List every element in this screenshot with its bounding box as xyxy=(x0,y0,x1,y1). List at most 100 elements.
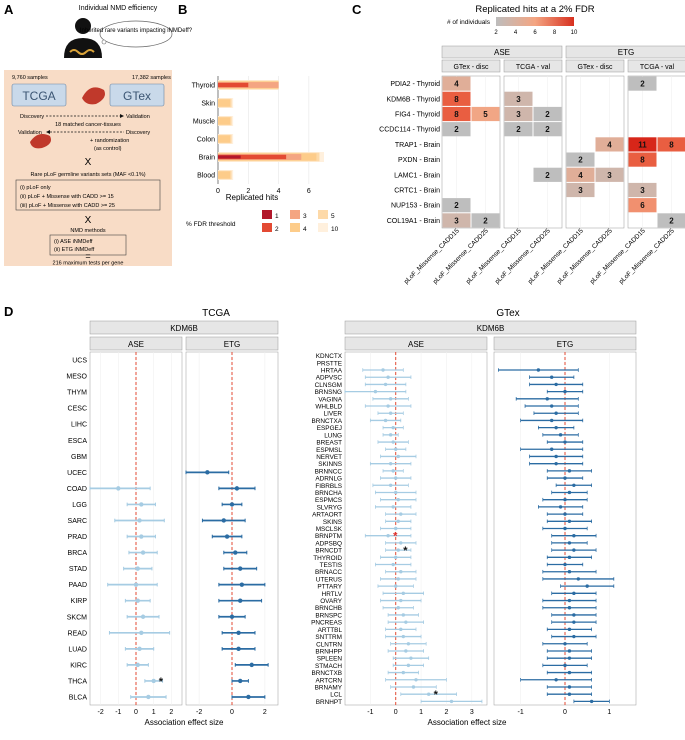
point-estimate xyxy=(133,582,139,587)
point-estimate xyxy=(394,447,398,451)
point-estimate xyxy=(567,598,572,603)
point-estimate xyxy=(567,519,572,523)
tcga-box xyxy=(11,83,67,107)
facet-panel xyxy=(565,75,625,229)
y-tick-label: STMACH xyxy=(315,663,342,670)
y-tick-label: ESPMCS xyxy=(315,497,342,504)
y-tick-label: PNCREAS xyxy=(311,620,342,627)
nmd-methods-box xyxy=(49,234,127,256)
y-tick-label: SLVRYG xyxy=(317,504,342,511)
gtex-box xyxy=(109,83,165,107)
point-estimate xyxy=(394,476,398,480)
legend-swatch xyxy=(290,210,300,219)
y-tick-label: FIBRBLS xyxy=(315,483,342,490)
point-estimate xyxy=(386,375,390,379)
x-tick-label: pLoF_Missense_CADD25 xyxy=(432,227,490,285)
y-tick-label: BRNCHA xyxy=(315,490,343,497)
panel-label-c: C xyxy=(352,2,362,17)
y-tick-label: KIRC xyxy=(70,662,87,669)
y-tick-label: Skin xyxy=(201,101,215,108)
legend-label: 4 xyxy=(303,226,307,233)
x-tick-label: 0 xyxy=(230,709,234,716)
heatmap-cell xyxy=(504,106,533,122)
legend-label: 2 xyxy=(275,226,279,233)
y-tick-label: SNTTRM xyxy=(315,634,342,641)
point-estimate xyxy=(224,534,230,539)
gene-header: KDM6B xyxy=(170,324,198,333)
point-estimate xyxy=(563,562,567,567)
column-header: GTex - disc xyxy=(577,64,613,71)
legend-swatch xyxy=(262,210,272,219)
y-tick-label: KDNCTX xyxy=(316,353,343,360)
color-legend-tick: 6 xyxy=(533,30,537,36)
point-estimate xyxy=(401,613,406,617)
point-estimate xyxy=(554,461,558,466)
panel-a-question: Inherited rare variants impacting iNMDef… xyxy=(80,28,193,34)
heatmap-cell xyxy=(628,182,657,198)
set-i: (i) pLoF only xyxy=(20,185,51,191)
point-estimate xyxy=(396,606,400,610)
heatmap-cell xyxy=(504,122,533,137)
x-tick-label: pLoF_Missense_CADD25 xyxy=(494,227,552,285)
method-i: (i) ASE iNMDeff xyxy=(54,239,93,245)
x-tick-label: 2 xyxy=(263,709,267,716)
point-estimate xyxy=(572,613,576,617)
point-estimate xyxy=(394,584,398,588)
y-tick-label: PAAD xyxy=(68,582,87,589)
point-estimate xyxy=(151,678,156,684)
y-tick-label: LGG xyxy=(72,502,87,509)
y-tick-label: BRNCTXB xyxy=(311,670,342,677)
x-tick-label: 4 xyxy=(277,188,281,195)
point-estimate xyxy=(394,555,398,560)
point-estimate xyxy=(567,541,572,545)
facet-strip xyxy=(89,336,183,351)
point-estimate xyxy=(391,505,395,509)
cell-value-label: 6 xyxy=(640,201,645,210)
y-tick-label: ADPVSC xyxy=(316,375,343,382)
set-ii: (ii) pLoF + Missense with CADD >= 15 xyxy=(20,194,114,200)
cell-value-label: 2 xyxy=(516,125,521,134)
cell-value-label: 3 xyxy=(454,216,459,225)
y-tick-label: THCA xyxy=(68,678,87,685)
row-label: LAMC1 - Brain xyxy=(394,172,440,179)
panel-c: C Replicated hits at a 2% FDR # of indiv… xyxy=(352,2,685,286)
point-estimate xyxy=(388,433,393,437)
point-estimate xyxy=(399,598,403,603)
point-estimate xyxy=(563,476,567,480)
point-estimate xyxy=(205,470,210,475)
color-legend-tick: 2 xyxy=(494,30,498,36)
y-tick-label: BRNHPP xyxy=(315,648,342,655)
panel-b: B Replicated hits % FDR threshold 0 2 4 6 Th… xyxy=(178,2,339,233)
x-tick-label: 6 xyxy=(307,188,311,195)
legend-label: 3 xyxy=(303,213,307,220)
point-estimate xyxy=(411,685,416,689)
cell-value-label: 8 xyxy=(454,110,459,119)
point-estimate xyxy=(391,440,395,444)
gtex-box-label: GTex xyxy=(123,89,151,103)
row-label: CCDC114 - Thyroid xyxy=(379,127,440,134)
cell-value-label: 3 xyxy=(516,110,521,119)
point-estimate xyxy=(558,505,563,509)
row-label: FIG4 - Thyroid xyxy=(395,112,440,119)
facet-label: ETG xyxy=(224,340,240,349)
y-tick-label: PRAD xyxy=(68,534,87,541)
cell-value-label: 2 xyxy=(454,125,459,134)
heatmap-cell xyxy=(566,167,595,182)
x-tick-label: -1 xyxy=(115,709,121,716)
forest-title: GTex xyxy=(496,308,519,319)
y-tick-label: ESPGEJ xyxy=(317,425,342,432)
point-estimate xyxy=(146,694,151,700)
x-tick-label: 1 xyxy=(607,709,611,716)
significance-star: * xyxy=(403,545,408,557)
point-estimate xyxy=(399,627,403,632)
point-estimate xyxy=(536,368,541,372)
point-estimate xyxy=(396,454,400,459)
facet-panel xyxy=(344,351,488,706)
legend-swatch xyxy=(318,223,328,232)
point-estimate xyxy=(567,670,572,675)
y-tick-label: COAD xyxy=(67,486,87,493)
discovery-right: Discovery xyxy=(126,130,150,136)
point-estimate xyxy=(414,678,418,682)
x-tick-label: pLoF_Missense_CADD25 xyxy=(556,227,614,285)
